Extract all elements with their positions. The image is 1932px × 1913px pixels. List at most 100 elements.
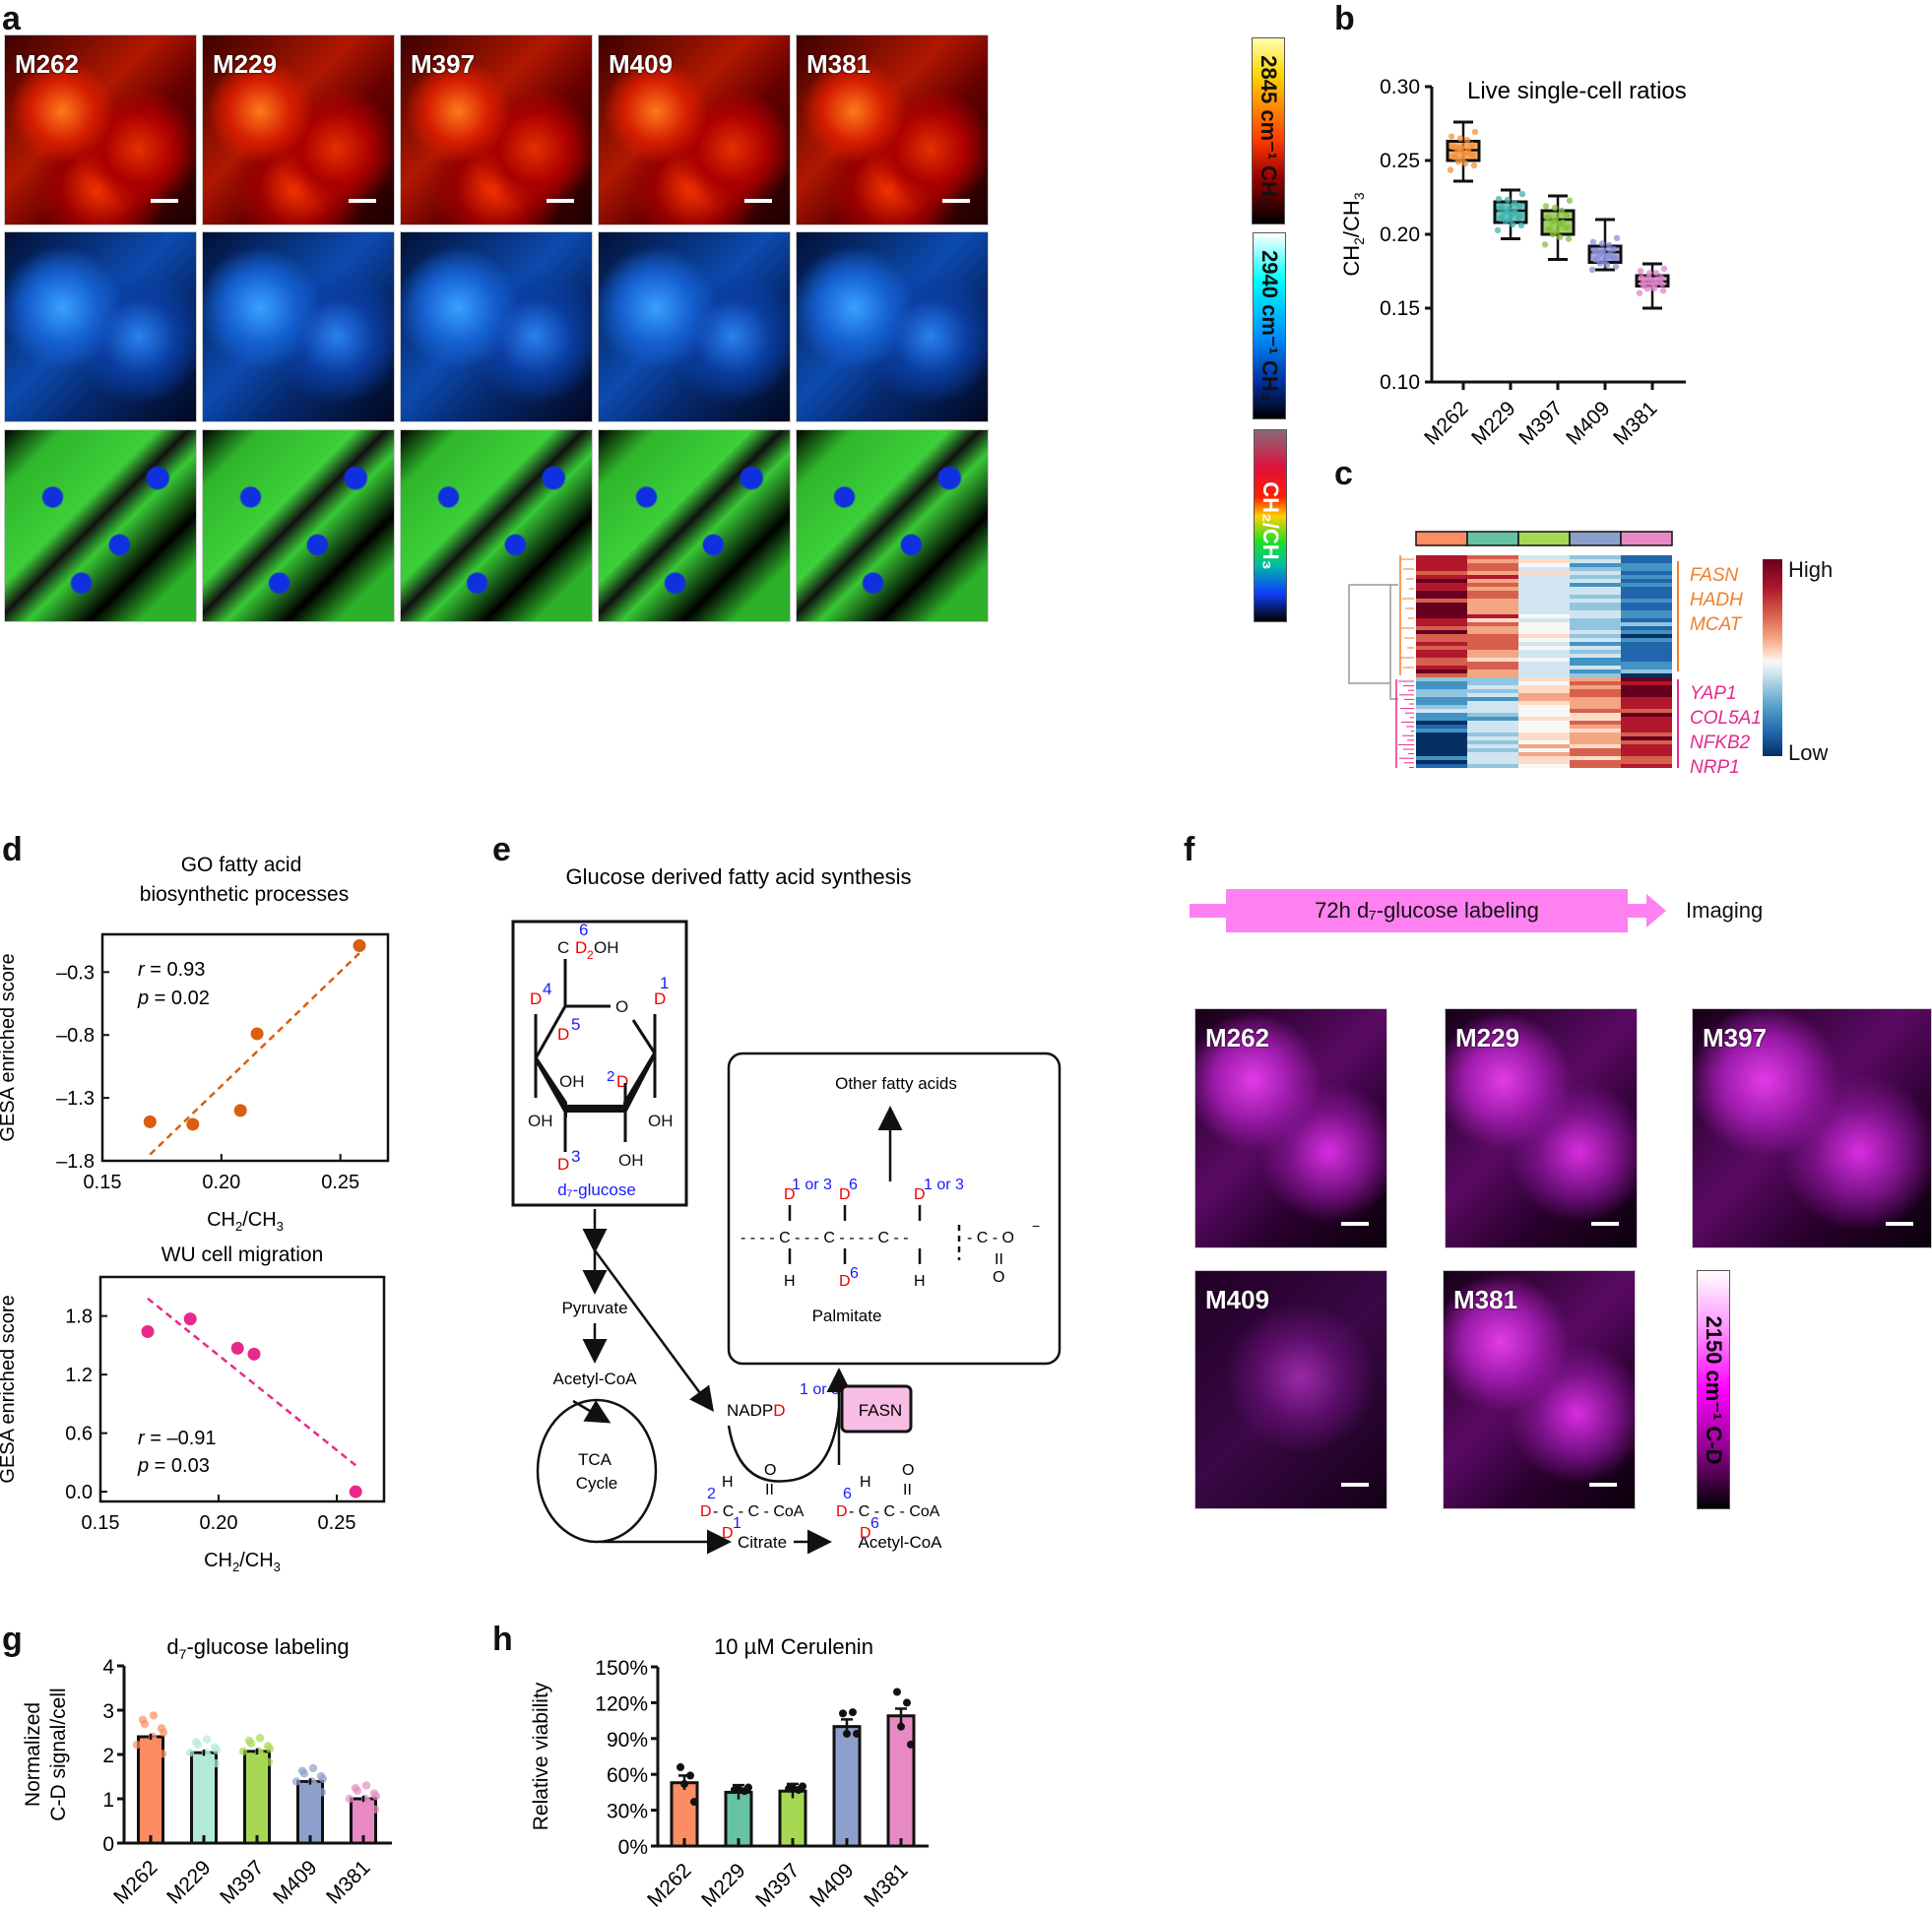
- scale-bar: [1886, 1222, 1913, 1226]
- node-cycle: Cycle: [576, 1474, 618, 1493]
- panel-h-bar-chart: 0% 30% 60% 90% 120% 150% M262 M229 M397 M409 M381 1…: [530, 1634, 929, 1912]
- svg-text:NFKB2: NFKB2: [1690, 733, 1751, 753]
- svg-text:–1.8: –1.8: [56, 1151, 95, 1173]
- svg-text:2: 2: [102, 1745, 114, 1767]
- svg-text:0.30: 0.30: [1380, 76, 1420, 98]
- palmitate-box: [727, 1052, 1062, 1366]
- scale-bar: [1341, 1483, 1369, 1487]
- glucose-label: d₇-glucose: [557, 1180, 636, 1199]
- svg-text:MCAT: MCAT: [1690, 614, 1743, 635]
- x-tick-label: M229: [162, 1856, 215, 1908]
- micrograph-red-M229: M229: [202, 34, 395, 225]
- node-other-fatty-acids: Other fatty acids: [835, 1074, 957, 1093]
- svg-text:10 µM Cerulenin: 10 µM Cerulenin: [714, 1634, 873, 1659]
- svg-text:0.25: 0.25: [318, 1512, 356, 1534]
- svg-text:1: 1: [102, 1789, 114, 1812]
- colorbar-ch2-label: 2845 cm⁻¹ CH₂: [1256, 55, 1281, 207]
- svg-text:D: D: [860, 1525, 871, 1542]
- svg-text:0.10: 0.10: [1380, 371, 1420, 394]
- svg-text:GESA enriched score: GESA enriched score: [0, 953, 19, 1141]
- timeline-labeling-bar: 72h d₇-glucose labeling: [1226, 889, 1628, 932]
- panel-label-d: d: [2, 831, 23, 868]
- svg-text:6: 6: [849, 1177, 858, 1193]
- scale-bar: [547, 199, 574, 203]
- pathway-title: Glucose derived fatty acid synthesis: [566, 864, 912, 889]
- svg-text:r = –0.91: r = –0.91: [138, 1428, 217, 1449]
- colorbar-ch3-label: 2940 cm⁻¹ CH₃: [1257, 250, 1282, 402]
- svg-text:O: O: [993, 1269, 1004, 1286]
- svg-text:1.2: 1.2: [65, 1365, 93, 1386]
- svg-text:0.25: 0.25: [1380, 150, 1420, 172]
- svg-text:GESA enriched score: GESA enriched score: [0, 1295, 19, 1483]
- svg-text:D: D: [575, 938, 587, 957]
- x-tick-label: M381: [322, 1856, 374, 1908]
- colorbar-ratio: CH₂/CH₃: [1254, 429, 1287, 622]
- svg-text:120%: 120%: [595, 1692, 648, 1715]
- svg-text:OH: OH: [618, 1151, 644, 1170]
- panel-label-f: f: [1184, 831, 1195, 868]
- svg-text:0.20: 0.20: [200, 1512, 238, 1534]
- scale-bar: [942, 199, 970, 203]
- panel-b-boxplot: 0.10 0.15 0.20 0.25 0.30 Live single-cell rat…: [1339, 76, 1687, 450]
- svg-text:C-D signal/cell: C-D signal/cell: [47, 1688, 70, 1820]
- svg-text:1 or 3: 1 or 3: [924, 1177, 964, 1193]
- svg-text:D: D: [557, 1155, 569, 1174]
- colorbar-ratio-label: CH₂/CH₃: [1258, 481, 1283, 570]
- svg-text:- - - - C - - - C - - - - C -: - - - - C - - - C - - - - C - -: [741, 1230, 909, 1246]
- svg-text:6: 6: [843, 1486, 852, 1502]
- svg-text:GO fatty acid: GO fatty acid: [181, 854, 302, 876]
- panel-d-scatter-migration: 0.15 0.20 0.25 0.0 0.6 1.2 1.8 GESA enriched sc…: [0, 1243, 386, 1574]
- timeline-tail: [1190, 904, 1229, 918]
- nadpd-position: 1 or 3: [800, 1381, 840, 1398]
- node-pyruvate: Pyruvate: [561, 1299, 627, 1317]
- svg-text:YAP1: YAP1: [1690, 683, 1737, 704]
- x-tick-label: M397: [216, 1856, 268, 1908]
- panel-label-a: a: [2, 0, 21, 37]
- svg-text:D: D: [530, 989, 542, 1008]
- micrograph-blue-M381: [796, 231, 989, 422]
- cell-line-label: M381: [806, 49, 871, 79]
- micrograph-blue-M229: [202, 231, 395, 422]
- svg-text:- C - O: - C - O: [967, 1230, 1014, 1246]
- micrograph-cd-M397: M397: [1692, 1008, 1932, 1248]
- svg-text:COL5A1: COL5A1: [1690, 708, 1762, 729]
- svg-text:Relative viability: Relative viability: [530, 1682, 552, 1830]
- scale-bar: [1591, 1222, 1619, 1226]
- svg-text:2: 2: [607, 1068, 614, 1085]
- colorbar-cd: 2150 cm⁻¹ C-D: [1697, 1270, 1730, 1509]
- svg-text:D: D: [914, 1186, 926, 1203]
- cell-line-label: M409: [609, 49, 674, 79]
- svg-text:CH2/CH3: CH2/CH3: [1339, 192, 1367, 276]
- timeline-head-shaft: [1628, 904, 1647, 918]
- x-tick-label: M229: [1467, 397, 1519, 449]
- micrograph-cd-M381: M381: [1443, 1270, 1636, 1509]
- svg-text:H: H: [722, 1474, 734, 1491]
- svg-text:4: 4: [102, 1656, 114, 1679]
- svg-text:OH: OH: [559, 1072, 585, 1091]
- svg-text:6: 6: [850, 1265, 859, 1282]
- svg-text:CH2/CH3: CH2/CH3: [204, 1550, 281, 1574]
- svg-text:- C - C - CoA: - C - C - CoA: [713, 1503, 805, 1520]
- svg-text:−: −: [1032, 1218, 1040, 1234]
- svg-text:150%: 150%: [595, 1657, 648, 1680]
- colorbar-ch2: 2845 cm⁻¹ CH₂: [1252, 37, 1285, 224]
- micrograph-red-M409: M409: [598, 34, 791, 225]
- scale-bar: [349, 199, 376, 203]
- svg-text:D: D: [557, 1025, 569, 1044]
- svg-text:60%: 60%: [607, 1764, 648, 1787]
- svg-text:0.20: 0.20: [1380, 223, 1420, 246]
- heatmap-legend-low: Low: [1788, 740, 1829, 765]
- x-tick-label: M262: [109, 1856, 161, 1908]
- svg-text:0.15: 0.15: [82, 1512, 120, 1534]
- panel-label-e: e: [492, 831, 511, 868]
- x-tick-label: M397: [1514, 397, 1567, 449]
- x-tick-label: M262: [1420, 397, 1472, 449]
- node-citrate: Citrate: [738, 1533, 787, 1552]
- x-tick-label: M229: [697, 1859, 749, 1911]
- x-tick-label: M409: [805, 1859, 858, 1911]
- micrograph-ratio-M409: [598, 429, 791, 622]
- x-tick-label: M409: [1562, 397, 1614, 449]
- svg-text:0%: 0%: [618, 1836, 648, 1859]
